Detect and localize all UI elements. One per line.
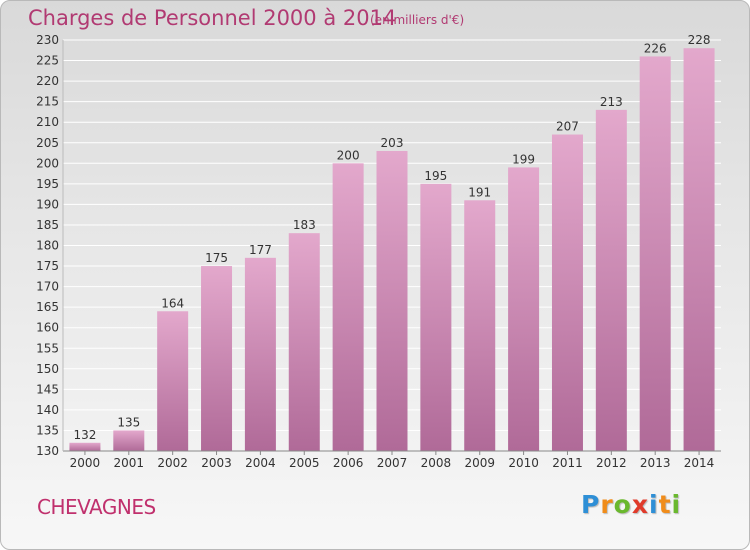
y-tick-label: 185	[36, 218, 59, 232]
x-tick-label: 2006	[333, 456, 364, 470]
bar	[113, 430, 145, 451]
logo-letter: x	[631, 490, 649, 519]
x-tick-label: 2012	[596, 456, 627, 470]
bar-value-label: 191	[468, 185, 491, 199]
bar-value-label: 195	[424, 169, 447, 183]
x-tick-label: 2002	[157, 456, 188, 470]
x-tick-label: 2000	[70, 456, 101, 470]
y-tick-label: 130	[36, 444, 59, 458]
y-tick-label: 170	[36, 280, 59, 294]
bar	[420, 183, 452, 451]
bar	[69, 442, 101, 451]
bar-value-label: 200	[337, 148, 360, 162]
bar	[201, 266, 233, 451]
y-tick-label: 230	[36, 33, 59, 47]
bar-value-label: 228	[688, 33, 711, 47]
x-tick-label: 2004	[245, 456, 276, 470]
y-tick-label: 145	[36, 382, 59, 396]
logo-letter: i	[671, 490, 682, 519]
bar	[683, 48, 715, 451]
chart-subtitle: (en milliers d'€)	[370, 13, 465, 27]
x-tick-label: 2003	[201, 456, 232, 470]
bar-value-label: 183	[293, 218, 316, 232]
bar-value-label: 199	[512, 152, 535, 166]
bar-value-label: 177	[249, 243, 272, 257]
bar	[244, 257, 276, 451]
y-tick-label: 215	[36, 95, 59, 109]
logo-letter: r	[600, 490, 614, 519]
y-tick-label: 160	[36, 321, 59, 335]
y-tick-label: 155	[36, 341, 59, 355]
bar	[464, 200, 496, 451]
bar-value-label: 164	[161, 296, 184, 310]
y-tick-label: 190	[36, 197, 59, 211]
logo-letter: P	[581, 490, 601, 519]
city-name: CHEVAGNES	[37, 495, 156, 519]
y-tick-label: 165	[36, 300, 59, 314]
y-tick-label: 195	[36, 177, 59, 191]
bar	[639, 56, 671, 451]
bar	[551, 134, 583, 451]
proxiti-logo: Proxiti	[581, 490, 681, 519]
y-tick-label: 140	[36, 403, 59, 417]
y-tick-label: 135	[36, 423, 59, 437]
bar	[157, 311, 189, 451]
logo-letter: t	[658, 490, 672, 519]
bar	[508, 167, 540, 451]
logo-letter: o	[613, 490, 632, 519]
bar-value-label: 226	[644, 41, 667, 55]
y-tick-label: 150	[36, 362, 59, 376]
y-tick-label: 225	[36, 54, 59, 68]
y-tick-label: 205	[36, 136, 59, 150]
bar	[376, 150, 408, 451]
logo-letter: i	[649, 490, 659, 519]
y-tick-label: 175	[36, 259, 59, 273]
x-tick-label: 2001	[114, 456, 145, 470]
x-tick-label: 2014	[684, 456, 715, 470]
bar	[288, 233, 320, 451]
y-tick-label: 200	[36, 156, 59, 170]
bar-value-label: 207	[556, 120, 579, 134]
bar-value-label: 175	[205, 251, 228, 265]
bar	[595, 109, 627, 452]
x-tick-label: 2010	[508, 456, 539, 470]
y-tick-label: 220	[36, 74, 59, 88]
x-tick-label: 2008	[421, 456, 452, 470]
x-tick-label: 2005	[289, 456, 320, 470]
bar-value-label: 213	[600, 95, 623, 109]
chart-title: Charges de Personnel 2000 à 2014	[28, 6, 397, 30]
x-tick-label: 2011	[552, 456, 583, 470]
bar-value-label: 135	[117, 415, 140, 429]
bar-value-label: 132	[73, 428, 96, 442]
y-tick-label: 210	[36, 115, 59, 129]
x-tick-label: 2009	[464, 456, 495, 470]
y-tick-label: 180	[36, 239, 59, 253]
bar-value-label: 203	[381, 136, 404, 150]
x-tick-label: 2013	[640, 456, 671, 470]
bar	[332, 163, 364, 452]
x-tick-label: 2007	[377, 456, 408, 470]
